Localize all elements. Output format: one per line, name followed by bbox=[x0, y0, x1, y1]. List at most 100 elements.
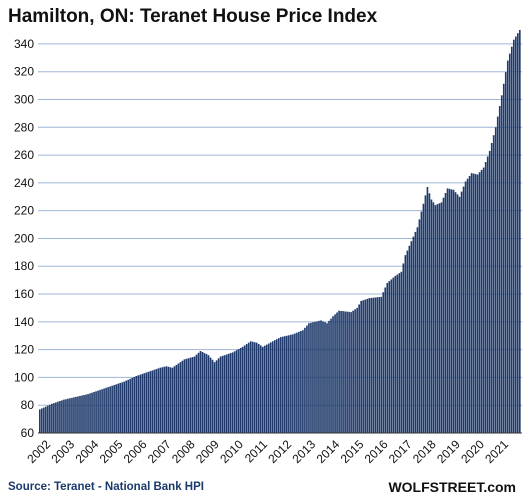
bar bbox=[368, 298, 371, 433]
x-tick-label: 2006 bbox=[121, 437, 150, 466]
bar bbox=[79, 395, 81, 433]
bar bbox=[334, 314, 336, 433]
bar bbox=[185, 358, 188, 433]
bar bbox=[302, 330, 304, 433]
bar bbox=[159, 367, 162, 433]
bar bbox=[480, 169, 483, 433]
bar bbox=[336, 312, 338, 433]
bar bbox=[139, 374, 142, 433]
bar bbox=[125, 380, 128, 433]
bar bbox=[121, 382, 123, 433]
bar bbox=[408, 245, 411, 433]
x-tick-label: 2002 bbox=[24, 437, 53, 466]
bar bbox=[420, 211, 423, 433]
bar bbox=[292, 334, 294, 433]
bar bbox=[330, 318, 332, 433]
bar bbox=[89, 393, 91, 433]
y-tick-label: 300 bbox=[14, 92, 34, 106]
bar bbox=[442, 197, 445, 433]
bar bbox=[458, 196, 461, 433]
bar bbox=[366, 298, 369, 433]
bar bbox=[402, 263, 405, 433]
x-tick-label: 2005 bbox=[97, 437, 126, 466]
bar bbox=[394, 275, 397, 433]
bar bbox=[205, 354, 208, 433]
bar bbox=[71, 397, 73, 433]
bar bbox=[486, 156, 489, 433]
bar bbox=[267, 343, 270, 433]
bar bbox=[448, 188, 451, 433]
bar bbox=[95, 391, 97, 433]
bar bbox=[277, 338, 280, 433]
y-tick-label: 160 bbox=[14, 287, 34, 301]
bar bbox=[308, 323, 310, 433]
bar bbox=[101, 389, 103, 433]
bar bbox=[354, 309, 356, 433]
bar bbox=[231, 352, 234, 433]
bar bbox=[129, 378, 132, 433]
bar bbox=[175, 364, 178, 433]
bar bbox=[177, 363, 180, 433]
bar bbox=[300, 331, 302, 433]
bar bbox=[215, 360, 218, 433]
bar bbox=[406, 250, 409, 433]
bar bbox=[496, 116, 499, 433]
bar bbox=[510, 46, 513, 434]
bar bbox=[81, 395, 83, 433]
bar bbox=[127, 379, 130, 433]
x-tick-label: 2020 bbox=[458, 437, 487, 466]
bar bbox=[388, 281, 391, 433]
bar bbox=[314, 321, 316, 433]
bar-series bbox=[39, 30, 521, 434]
y-tick-label: 60 bbox=[21, 426, 35, 440]
bar bbox=[45, 406, 47, 433]
bar bbox=[99, 389, 101, 433]
bar bbox=[111, 385, 113, 433]
bar bbox=[376, 297, 379, 433]
bar bbox=[290, 334, 292, 433]
bar bbox=[356, 307, 358, 433]
bar bbox=[87, 394, 89, 433]
bar bbox=[179, 362, 182, 433]
bar bbox=[306, 325, 308, 433]
bar bbox=[430, 199, 433, 433]
bar bbox=[332, 316, 334, 433]
bar bbox=[39, 409, 41, 433]
bar bbox=[412, 236, 415, 433]
bar bbox=[304, 327, 306, 433]
y-tick-label: 140 bbox=[14, 315, 34, 329]
brand-watermark: WOLFSTREET.com bbox=[388, 479, 516, 495]
bar bbox=[364, 299, 366, 433]
bar bbox=[280, 337, 282, 433]
bar bbox=[211, 359, 214, 433]
bar bbox=[63, 399, 65, 433]
bar bbox=[257, 344, 260, 433]
x-tick-label: 2015 bbox=[338, 437, 367, 466]
bar bbox=[390, 279, 393, 433]
bar bbox=[97, 390, 99, 433]
bar bbox=[426, 187, 429, 433]
bar bbox=[320, 320, 322, 433]
bar bbox=[161, 367, 164, 433]
bar bbox=[237, 349, 240, 433]
bar bbox=[286, 335, 288, 433]
bar bbox=[478, 172, 481, 433]
bar bbox=[109, 386, 111, 433]
bar bbox=[83, 395, 85, 433]
bar bbox=[53, 403, 55, 433]
bar bbox=[107, 387, 109, 433]
bar bbox=[490, 142, 493, 434]
bar bbox=[326, 323, 328, 433]
bar bbox=[466, 178, 469, 433]
bar bbox=[145, 372, 148, 433]
bar bbox=[245, 344, 248, 433]
bar bbox=[69, 398, 71, 433]
bar bbox=[181, 360, 184, 433]
bar bbox=[484, 162, 487, 433]
x-tick-label: 2009 bbox=[193, 437, 222, 466]
bar bbox=[342, 311, 344, 433]
x-tick-label: 2004 bbox=[73, 437, 102, 466]
bar bbox=[225, 354, 228, 433]
bar bbox=[382, 292, 385, 433]
bar bbox=[193, 356, 196, 433]
